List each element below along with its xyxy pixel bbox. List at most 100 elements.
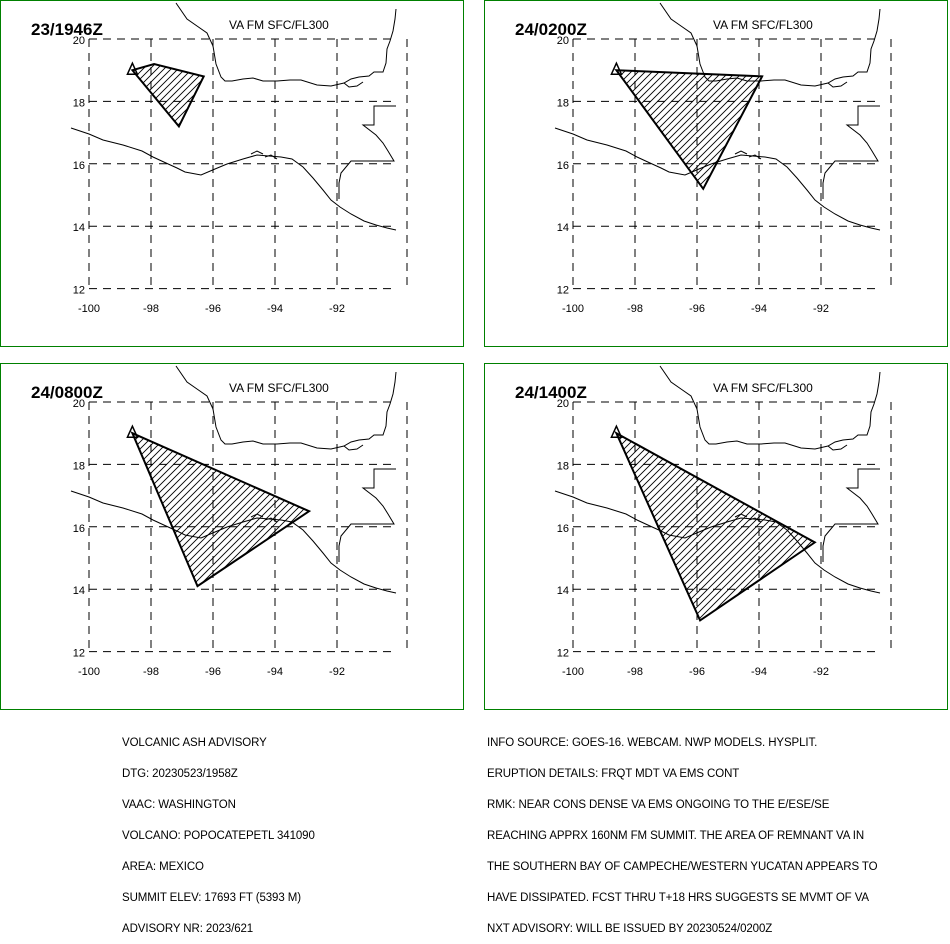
graticule	[88, 401, 408, 653]
pacific-coastline	[554, 127, 881, 231]
remarks-line: REACHING APPRX 160NM FM SUMMIT. THE AREA…	[487, 829, 865, 842]
latitude-tick-label: 12	[557, 285, 569, 297]
map-panel-3: 20 18 16 14 12 -100 -98 -96 -94 -92 24/0800Z VA FM …	[0, 363, 464, 710]
longitude-tick-label: -96	[205, 666, 221, 678]
coastline-group	[554, 2, 881, 231]
latitude-tick-label: 18	[73, 460, 85, 472]
longitude-tick-label: -94	[267, 666, 283, 678]
ash-cloud-polygon	[614, 69, 764, 191]
longitude-tick-label: -96	[205, 303, 221, 315]
latitude-tick-label: 16	[557, 523, 569, 535]
longitude-tick-label: -98	[143, 303, 159, 315]
volcano-icon	[126, 424, 139, 438]
volcano-icon	[126, 61, 139, 75]
remarks-line: THE SOUTHERN BAY OF CAMPECHE/WESTERN YUC…	[487, 860, 878, 873]
latitude-tick-label: 12	[73, 285, 85, 297]
guatemala-border	[338, 468, 396, 562]
latitude-tick-label: 18	[73, 97, 85, 109]
graticule	[572, 401, 892, 653]
longitude-tick-label: -98	[627, 666, 643, 678]
ash-cloud-polygon	[614, 430, 817, 622]
advisory-number: ADVISORY NR: 2023/621	[122, 922, 254, 935]
longitude-tick-label: -94	[267, 303, 283, 315]
coastline-group	[70, 2, 397, 231]
latitude-tick-label: 14	[557, 585, 569, 597]
next-advisory: NXT ADVISORY: WILL BE ISSUED BY 20230524…	[487, 922, 773, 935]
remarks-line: HAVE DISSIPATED. FCST THRU T+18 HRS SUGG…	[487, 891, 869, 904]
latitude-tick-label: 18	[557, 97, 569, 109]
gulf-coastline	[175, 365, 397, 450]
ash-cloud-polygon	[130, 431, 312, 588]
eruption-details: ERUPTION DETAILS: FRQT MDT VA EMS CONT	[487, 767, 740, 780]
lagoon-outline	[827, 81, 848, 88]
latitude-tick-label: 12	[557, 648, 569, 660]
map-svg: 20 18 16 14 12 -100 -98 -96 -94 -92 24/1400Z VA FM …	[515, 365, 892, 678]
advisory-vaac: VAAC: WASHINGTON	[122, 798, 236, 811]
latitude-tick-label: 16	[73, 160, 85, 172]
advisory-dtg: DTG: 20230523/1958Z	[122, 767, 238, 780]
latitude-tick-label: 14	[73, 585, 85, 597]
valid-time-label: 24/0800Z	[31, 383, 103, 402]
map-panel-2: 20 18 16 14 12 -100 -98 -96 -94 -92 24/0200Z VA FM …	[484, 0, 948, 347]
longitude-tick-label: -94	[751, 303, 767, 315]
latitude-tick-label: 12	[73, 648, 85, 660]
lagoon-outline	[827, 444, 848, 451]
latitude-tick-label: 20	[73, 35, 85, 47]
map-panel-1: 20 18 16 14 12 -100 -98 -96 -94 -92 23/1946Z VA FM …	[0, 0, 464, 347]
volcano-icon	[610, 61, 623, 75]
map-svg: 20 18 16 14 12 -100 -98 -96 -94 -92 23/1946Z VA FM …	[31, 2, 408, 315]
longitude-tick-label: -92	[813, 303, 829, 315]
flight-level-label: VA FM SFC/FL300	[713, 18, 813, 32]
gulf-coastline	[659, 365, 881, 450]
pacific-coastline	[70, 127, 397, 231]
gulf-coastline	[659, 2, 881, 87]
flight-level-label: VA FM SFC/FL300	[713, 381, 813, 395]
latitude-tick-label: 16	[557, 160, 569, 172]
latitude-tick-label: 18	[557, 460, 569, 472]
lagoon-outline	[343, 81, 364, 88]
longitude-tick-label: -96	[689, 666, 705, 678]
map-svg: 20 18 16 14 12 -100 -98 -96 -94 -92 24/0200Z VA FM …	[515, 2, 892, 315]
islets	[250, 150, 278, 160]
latitude-tick-label: 14	[73, 222, 85, 234]
volcano-icon	[610, 424, 623, 438]
valid-time-label: 23/1946Z	[31, 20, 103, 39]
remarks-line: RMK: NEAR CONS DENSE VA EMS ONGOING TO T…	[487, 798, 830, 811]
advisory-remarks: INFO SOURCE: GOES-16. WEBCAM. NWP MODELS…	[487, 717, 878, 944]
advisory-title: VOLCANIC ASH ADVISORY	[122, 736, 267, 749]
guatemala-border	[822, 468, 880, 562]
advisory-area: AREA: MEXICO	[122, 860, 204, 873]
map-svg: 20 18 16 14 12 -100 -98 -96 -94 -92 24/0800Z VA FM …	[31, 365, 408, 678]
longitude-tick-label: -100	[562, 303, 584, 315]
guatemala-border	[822, 105, 880, 199]
graticule	[88, 38, 408, 290]
info-source: INFO SOURCE: GOES-16. WEBCAM. NWP MODELS…	[487, 736, 818, 749]
longitude-tick-label: -100	[562, 666, 584, 678]
latitude-tick-label: 20	[557, 35, 569, 47]
longitude-tick-label: -92	[329, 666, 345, 678]
advisory-volcano: VOLCANO: POPOCATEPETL 341090	[122, 829, 315, 842]
guatemala-border	[338, 105, 396, 199]
latitude-tick-label: 20	[557, 398, 569, 410]
longitude-tick-label: -96	[689, 303, 705, 315]
gulf-coastline	[175, 2, 397, 87]
islets	[734, 150, 762, 160]
advisory-header: VOLCANIC ASH ADVISORY DTG: 20230523/1958…	[122, 717, 315, 944]
latitude-tick-label: 14	[557, 222, 569, 234]
latitude-tick-label: 20	[73, 398, 85, 410]
longitude-tick-label: -98	[627, 303, 643, 315]
flight-level-label: VA FM SFC/FL300	[229, 18, 329, 32]
valid-time-label: 24/0200Z	[515, 20, 587, 39]
advisory-summit-elev: SUMMIT ELEV: 17693 FT (5393 M)	[122, 891, 301, 904]
lagoon-outline	[343, 444, 364, 451]
longitude-tick-label: -100	[78, 303, 100, 315]
graticule	[572, 38, 892, 290]
flight-level-label: VA FM SFC/FL300	[229, 381, 329, 395]
valid-time-label: 24/1400Z	[515, 383, 587, 402]
ash-cloud-polygon	[130, 62, 206, 129]
longitude-tick-label: -92	[329, 303, 345, 315]
latitude-tick-label: 16	[73, 523, 85, 535]
longitude-tick-label: -98	[143, 666, 159, 678]
longitude-tick-label: -100	[78, 666, 100, 678]
longitude-tick-label: -94	[751, 666, 767, 678]
